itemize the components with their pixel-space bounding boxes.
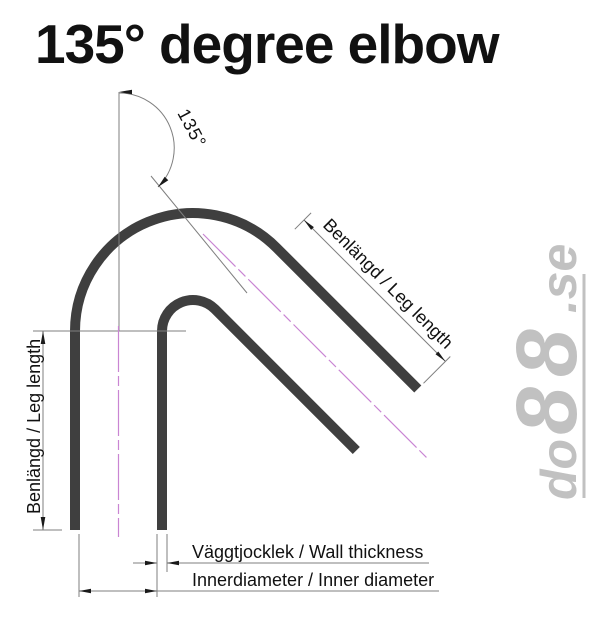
wall-thickness-label: Väggtjocklek / Wall thickness [192, 542, 423, 562]
elbow-tube [70, 208, 422, 530]
inner-diameter-arrow-left [79, 588, 91, 594]
centerlines [117, 233, 428, 537]
wall-thickness-arrow-right [167, 560, 179, 566]
dimension-lines [33, 92, 451, 597]
left-dim-arrow-up [40, 331, 46, 344]
left-dim-arrow-down [40, 517, 46, 530]
page-title: 135° degree elbow [35, 13, 500, 75]
angle-arrow-end [158, 176, 169, 187]
diagonal-dim-arrow-end [435, 351, 446, 362]
tube-inner-wall [157, 295, 360, 530]
angle-arc [118, 92, 175, 188]
diagonal-leg-dimension-line [303, 219, 446, 362]
watermark-do: do [531, 439, 587, 500]
angle-diagonal-line [150, 175, 248, 294]
watermark-text: do88.se [499, 244, 595, 500]
leg-length-label-diagonal: Benlängd / Leg length [319, 215, 457, 353]
watermark-88: 88 [499, 319, 595, 435]
diagonal-end-extension-line [423, 356, 451, 384]
leg-length-label-left: Benlängd / Leg length [24, 339, 44, 514]
angle-arrow-top [119, 89, 132, 95]
angle-label: 135° [173, 105, 210, 151]
wall-thickness-arrow-left [145, 560, 157, 566]
tube-outer-wall [70, 208, 422, 530]
inner-diameter-arrow-right [145, 588, 157, 594]
dimension-arrows [40, 89, 446, 594]
watermark-logo: do88.se [499, 244, 595, 500]
diagonal-start-extension-line [294, 212, 312, 230]
centerline-diagonal [202, 233, 428, 459]
diagonal-dim-arrow-start [304, 220, 314, 230]
inner-diameter-label: Innerdiameter / Inner diameter [192, 570, 434, 590]
watermark-se: .se [531, 244, 587, 314]
labels: 135° degree elbow 135° Benlängd / Leg le… [24, 13, 501, 590]
